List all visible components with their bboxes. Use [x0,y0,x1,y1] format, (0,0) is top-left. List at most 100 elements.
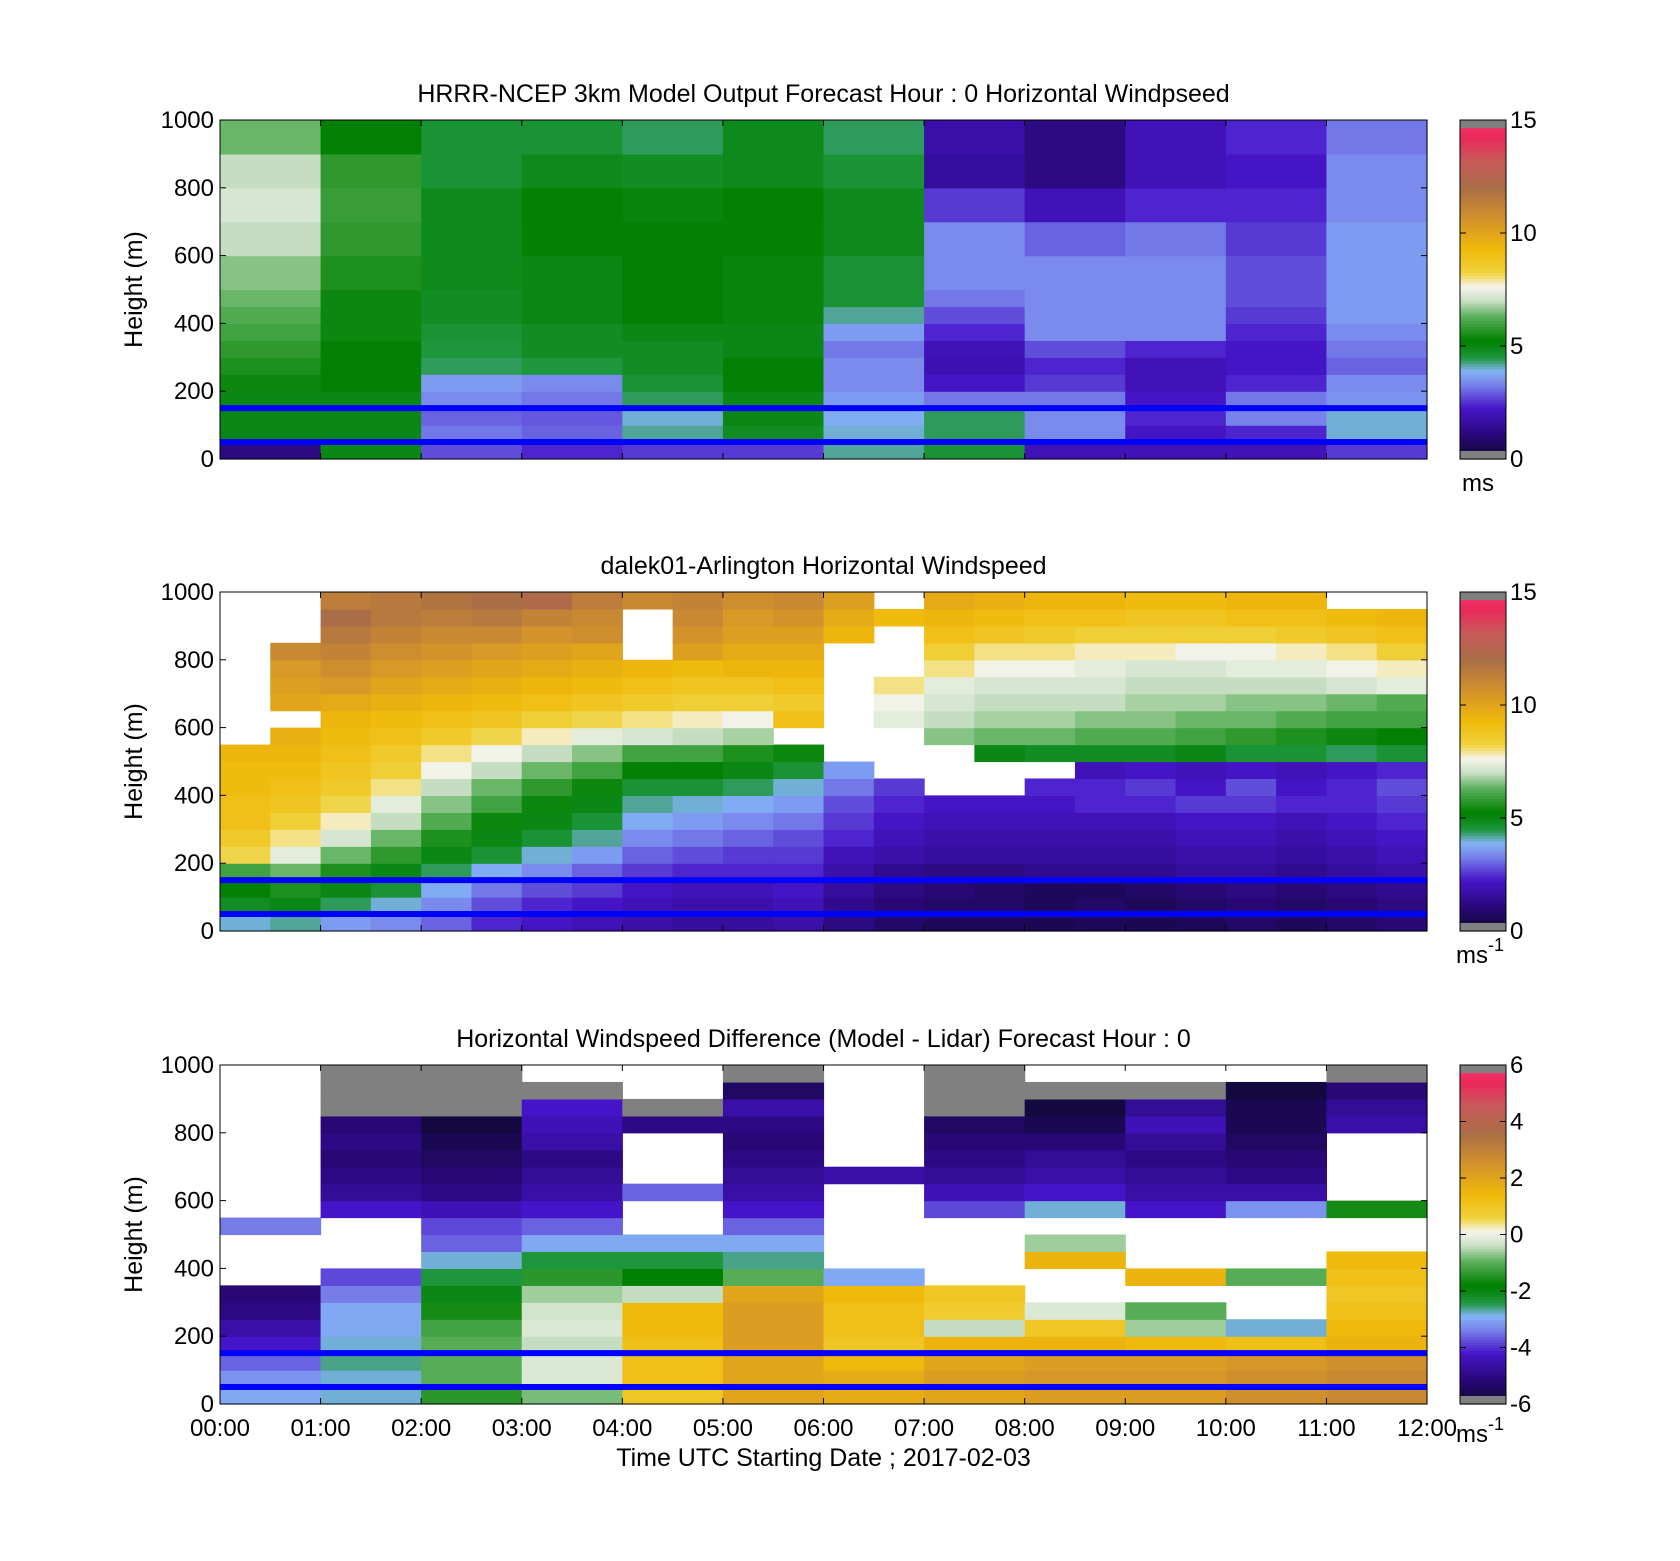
heatmap-cell [1225,153,1328,189]
heatmap-cell [873,863,925,881]
heatmap-cell [1326,659,1378,678]
heatmap-cell [1376,659,1428,678]
heatmap-cell [722,221,825,257]
colorbar-segment [1460,744,1506,748]
heatmap-cell [320,1268,422,1286]
colorbar-segment [1460,247,1506,251]
heatmap-cell [1276,761,1328,780]
heatmap-cell [421,829,473,847]
heatmap-cell [1175,608,1227,627]
colorbar-segment [1460,312,1506,316]
colorbar-segment [1460,826,1506,830]
heatmap-cell [320,187,422,223]
heatmap-cell [1326,1065,1428,1083]
heatmap-cell [572,761,623,780]
heatmap-cell [1125,1387,1227,1405]
heatmap-cell [622,1234,724,1253]
heatmap-cell [924,1115,1026,1134]
heatmap-cell [521,221,623,257]
colorbar-segment [1460,818,1506,822]
heatmap-cell [974,592,1026,610]
heatmap-cell [1326,1353,1428,1371]
heatmap-cell [1225,608,1277,627]
colorbar-segment [1460,1358,1506,1363]
heatmap-cell [924,1353,1026,1371]
heatmap-cell [622,1319,724,1337]
heatmap-cell [1326,846,1378,864]
colorbar-segment [1460,902,1506,907]
colorbar-segment [1460,1104,1506,1108]
heatmap-cell [823,761,875,780]
heatmap-cell [1125,1081,1227,1100]
heatmap-cell [1376,914,1428,932]
heatmap-cell [572,625,623,644]
colorbar-segment [1460,1367,1506,1371]
y-tick-label: 1000 [161,1052,214,1079]
heatmap-cell [622,727,674,746]
heatmap-cell [471,914,523,932]
heatmap-cell [773,778,825,796]
heatmap-cell [722,1183,825,1202]
heatmap-cell [320,642,372,661]
heatmap-cell [320,255,422,291]
heatmap-cell [1125,1268,1227,1286]
heatmap-cell [924,1200,1026,1219]
heatmap-cell [521,1200,623,1219]
heatmap-cell [672,880,724,898]
heatmap-cell [1024,1098,1126,1117]
heatmap-cells [220,120,1428,460]
colorbar-segment [1460,396,1506,401]
heatmap-cell [622,829,674,847]
heatmap-cell [1074,659,1126,678]
colorbar-segment [1460,1107,1506,1111]
heatmap-cell [722,425,825,443]
colorbar-segment [1460,1110,1506,1114]
heatmap-cell [823,880,875,898]
chart-title: dalek01-Arlington Horizontal Windspeed [600,552,1046,580]
heatmap-cell [1225,374,1328,392]
y-axis-label: Height (m) [120,231,148,348]
heatmap-cell [672,897,724,915]
heatmap-cell [370,710,422,729]
heatmap-cell [823,625,875,644]
colorbar-segment [1460,792,1506,797]
heatmap-cell [421,761,473,780]
heatmap-cell [220,340,322,358]
heatmap-cell [672,592,724,610]
heatmap-cell [622,1285,724,1303]
colorbar-segment [1460,911,1506,915]
colorbar-segment [1460,724,1506,729]
heatmap-cell [320,863,372,881]
heatmap-cell [1125,1115,1227,1134]
heatmap-cell [773,592,825,610]
heatmap-cell [1326,374,1428,392]
heatmap-cell [622,1098,724,1117]
heatmap-cell [1024,1370,1126,1388]
heatmap-cell [622,306,724,324]
heatmap-cell [421,1065,523,1083]
heatmap-cell [320,693,372,712]
heatmap-cell [572,795,623,813]
heatmap-cell [722,255,825,291]
colorbar-segment [1460,221,1506,226]
heatmap-cell [521,1336,623,1354]
colorbar-segment [1460,368,1506,373]
heatmap-cell [421,642,473,661]
heatmap-cell [320,914,372,932]
heatmap-cell [421,340,523,358]
heatmap-cell [873,829,925,847]
colorbar-segment [1460,1158,1506,1162]
heatmap-cell [1225,425,1328,443]
heatmap-cell [1376,608,1428,627]
colorbar-segment [1460,880,1506,884]
colorbar-segment [1460,662,1506,667]
heatmap-cell [370,846,422,864]
colorbar-segment [1460,1132,1506,1137]
heatmap-cell [421,897,473,915]
heatmap-cell [672,778,724,796]
heatmap-cell [270,914,322,932]
heatmap-cell [773,812,825,830]
heatmap-cell [1326,778,1378,796]
heatmap-cell [370,676,422,695]
colorbar-cap-high [1460,120,1506,128]
